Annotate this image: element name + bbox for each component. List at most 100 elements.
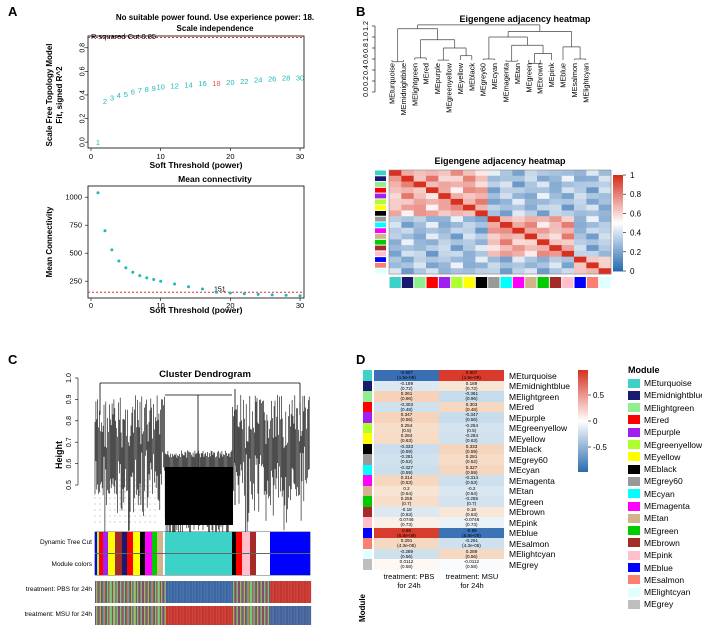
msu-treatment-bar [137,606,139,625]
cd-leaf-dot [99,509,101,511]
module-legend-label: MEsalmon [644,574,685,585]
ed-leaf-label: MElightgreen [410,63,419,106]
trait-cell-pvalue: (0.5) [401,427,412,433]
eh-cell [586,233,599,240]
trait-cell-pvalue: (0.7) [466,501,477,506]
trait-cell: -0.18 (0.63) [374,506,439,517]
eh-cell [586,245,599,252]
pbs-treatment-bar [108,581,110,603]
pbs-treatment-bar [199,581,201,603]
eh-cell [537,239,550,246]
pbs-treatment-bar [98,581,100,603]
trait-cell-value: -0.2 [467,485,476,491]
eh-cell [500,245,513,252]
pbs-treatment-bar [95,581,97,603]
msu-treatment-bar [291,606,294,625]
eh-cell [401,245,414,252]
eh-cell [426,170,439,177]
cd-leaf-dot [124,479,126,481]
eigengene-heatmap-color-scale: 1 0.8 0.6 0.4 0.2 0 [613,171,642,276]
eh-cell [598,181,612,188]
msu-treatment-bar [98,606,100,625]
msu-treatment-bar [282,606,284,625]
module-legend-label: MEyellow [644,451,681,462]
eh-bottom-swatch [574,277,586,288]
eh-scale-seg [613,215,623,219]
module-colors-bar-segment [236,554,242,575]
trait-cell-value: 0.281 [465,454,478,459]
msu-treatment-bar [144,606,146,625]
eh-scale-seg [613,237,623,241]
eh-cell [475,233,488,240]
eh-scale-label: 0.6 [630,209,642,218]
eh-bottom-swatch [389,277,401,288]
mc-y-tick-label: 1000 [65,193,82,202]
eh-side-swatch [375,216,386,222]
msu-treatment-bar [171,606,174,625]
eh-cell [426,198,439,205]
pbs-treatment-bar [306,581,308,603]
pbs-treatment-bar [110,581,112,603]
eh-cell [487,216,501,223]
mc-point [228,291,232,295]
trait-row-label: MEgreenyellow [509,423,568,433]
cd-leaf-dot [134,479,136,481]
ed-leaf-label: MEgrey60 [479,63,488,96]
dynamic-tree-cut-bar-segment [103,532,108,553]
pbs-treatment-bar [301,581,303,603]
cd-leaf-dot [134,509,136,511]
trait-side-swatch [363,527,372,538]
msu-treatment-bar [290,606,292,625]
pbs-treatment-bar [294,581,296,603]
mc-point [152,278,156,282]
scale-ylabel-2: Fit, signed R^2 [55,66,64,124]
eh-cell [586,210,599,217]
pbs-treatment-bar [170,581,172,603]
eh-cell [438,198,451,205]
msu-treatment-bar [182,606,184,625]
power-note: No suitable power found. Use experience … [116,13,314,22]
pbs-treatment-bar [213,581,216,603]
mc-point [284,293,288,297]
pbs-treatment-bar [281,581,283,603]
eh-cell [549,227,562,234]
scale-point-label: 3 [110,93,114,102]
eh-bottom-swatch [438,277,451,288]
trait-cell-pvalue: (0.5) [466,427,477,433]
pbs-treatment-bar [185,581,187,603]
eh-cell [512,198,525,205]
eh-cell [598,193,612,200]
pbs-treatment-bar [99,581,102,603]
module-legend-label: MEgreen [644,525,679,536]
eh-cell [487,233,501,240]
pbs-treatment-bar [173,581,175,603]
eh-cell [426,239,439,246]
eh-cell [524,250,538,257]
cd-leaf-dot [114,479,116,481]
cluster-dendrogram: Cluster Dendrogram Height 1.0 0.9 0.8 0.7 0.… [24,369,312,625]
pbs-treatment-bar [171,581,174,603]
eh-cell [537,245,550,252]
pbs-treatment-bar [105,581,108,603]
eh-cell [389,222,402,229]
trait-cell-value: -0.907 [399,370,414,375]
module-colors-bar-segment [122,554,127,575]
msu-treatment-bar [145,606,147,625]
trait-scale-label-3: -0.5 [593,443,607,452]
trait-cell: 0.89 (5.8e-09) [374,527,439,538]
eh-cell [413,187,427,194]
pbs-treatment-bar [263,581,265,603]
trait-side-swatch [363,401,372,412]
module-colors-bar-segment [95,554,97,575]
mc-x-tick-label: 10 [157,301,165,310]
trait-cell-value: 0.18 [467,506,476,512]
msu-treatment-bar [139,606,141,625]
cd-leaf-dot [139,521,141,523]
msu-treatment-bar [224,606,226,625]
msu-treatment-bar [143,606,145,625]
eh-scale-seg [613,251,623,255]
pbs-treatment-bar [272,581,274,603]
eh-cell [389,210,402,217]
trait-row-label: MEblue [509,528,538,538]
cd-leaf-dot [104,503,106,505]
